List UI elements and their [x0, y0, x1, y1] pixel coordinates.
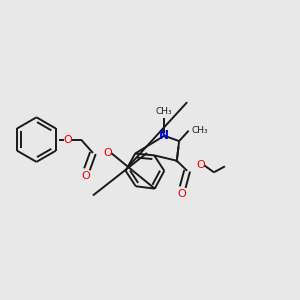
Text: O: O	[178, 189, 187, 199]
Text: N: N	[159, 129, 169, 142]
Text: O: O	[197, 160, 206, 170]
Text: O: O	[82, 171, 91, 181]
Text: O: O	[103, 148, 112, 158]
Text: O: O	[63, 135, 72, 145]
Text: CH₃: CH₃	[192, 126, 208, 135]
Text: CH₃: CH₃	[156, 107, 172, 116]
